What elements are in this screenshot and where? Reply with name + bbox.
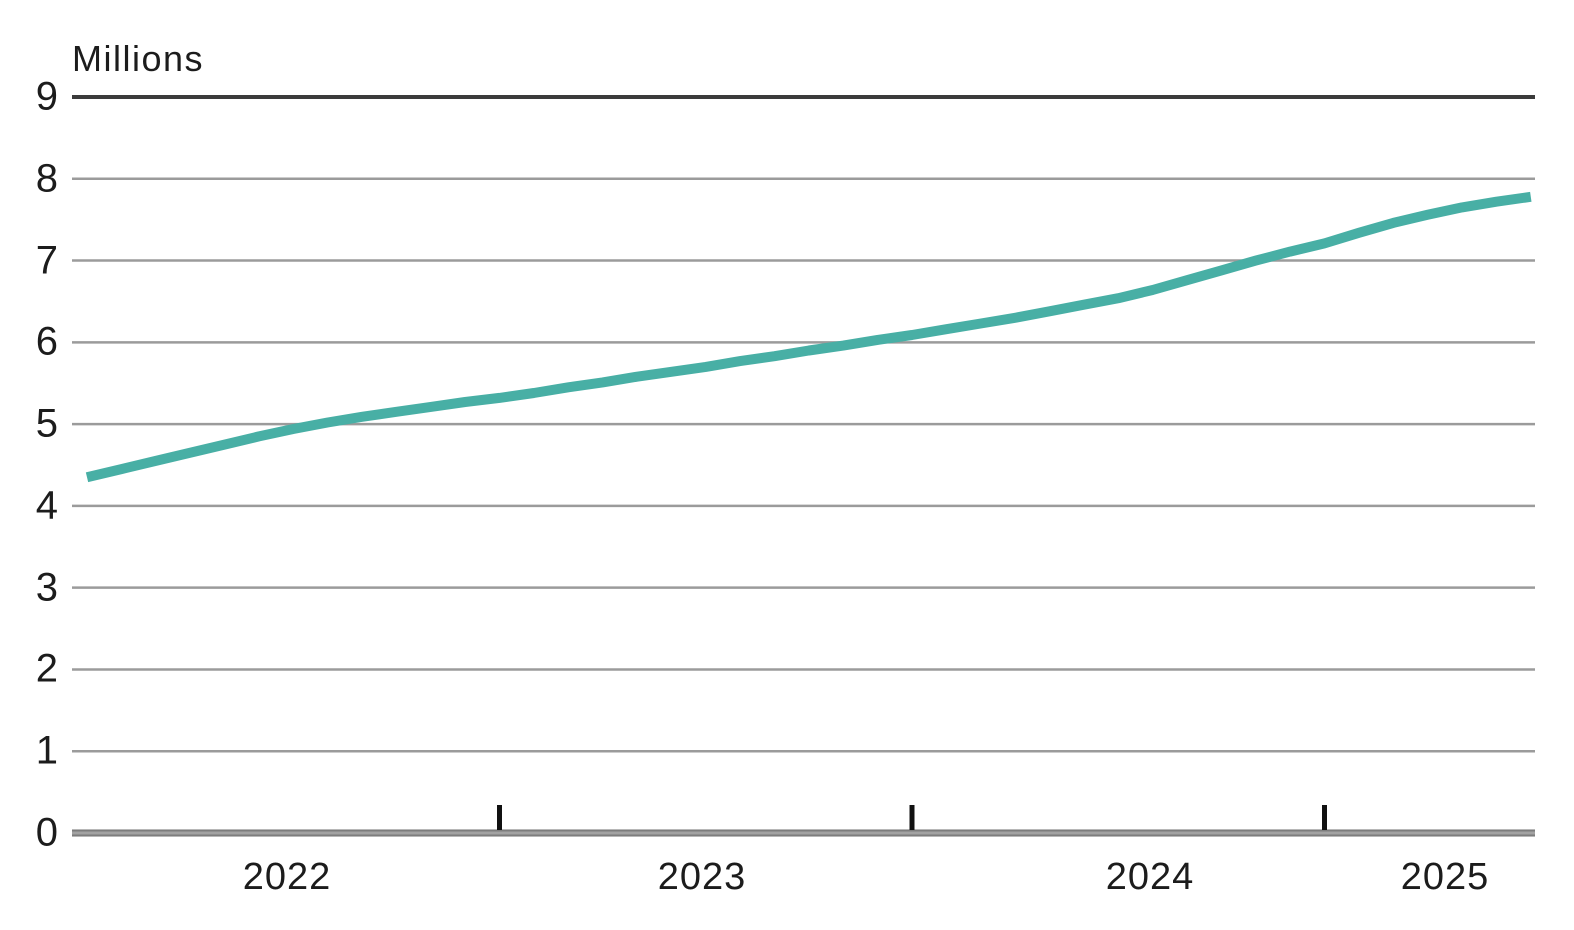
data-series: [85, 191, 1532, 483]
y-axis-label: 7: [35, 238, 58, 283]
x-axis-label: 2025: [1400, 856, 1490, 898]
y-axis-unit-label: Millions: [72, 38, 205, 79]
x-axis-label: 2022: [242, 856, 332, 898]
gridlines: [72, 95, 1535, 837]
x-axis-tick-marks: [497, 805, 1327, 830]
x-axis-label: 2023: [657, 856, 747, 898]
y-axis-label: 1: [35, 728, 58, 773]
x-axis-label: 2024: [1105, 856, 1195, 898]
y-axis-label: 8: [35, 156, 58, 201]
y-axis-label: 0: [35, 810, 58, 855]
y-axis-label: 6: [35, 319, 58, 364]
y-axis-label: 4: [35, 483, 58, 528]
y-axis-label: 9: [35, 74, 58, 119]
series-line: [85, 191, 1532, 483]
x-axis-line: [72, 829, 1535, 837]
y-axis-label: 5: [35, 401, 58, 446]
y-axis-label: 3: [35, 565, 58, 610]
y-axis-label: 2: [35, 646, 58, 691]
